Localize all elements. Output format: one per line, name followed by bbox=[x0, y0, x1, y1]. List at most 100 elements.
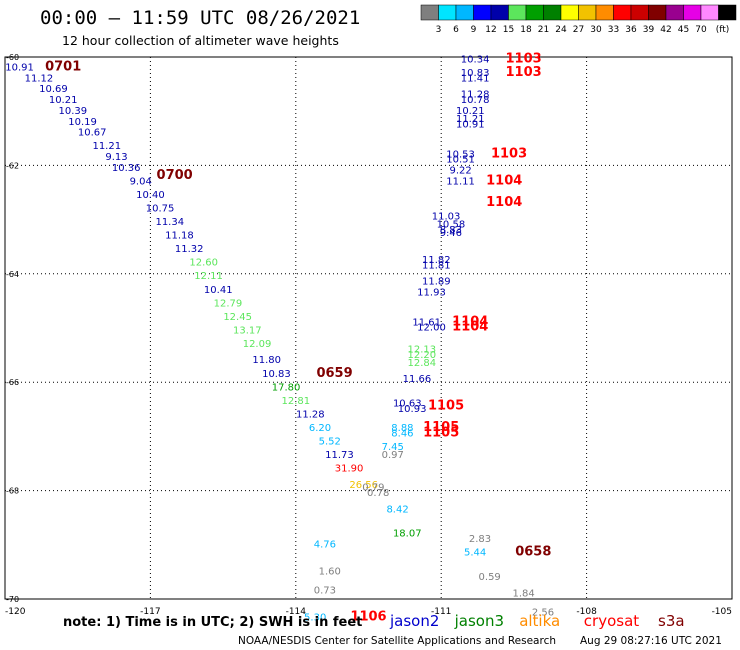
colorbar-label: 3 bbox=[436, 25, 442, 35]
wave-height-value: 5.30 bbox=[304, 613, 326, 624]
x-tick-label: -105 bbox=[712, 607, 732, 617]
wave-height-value: 17.80 bbox=[272, 382, 301, 393]
wave-height-value: 10.58 bbox=[437, 220, 466, 231]
pass-time-labels: 0701070006590658110311031103110411041104… bbox=[45, 51, 551, 624]
wave-height-value: 5.52 bbox=[319, 437, 341, 448]
wave-height-value: 8.46 bbox=[391, 428, 413, 439]
colorbar-swatch bbox=[648, 4, 667, 21]
colorbar-label: 15 bbox=[503, 25, 514, 35]
colorbar-swatch bbox=[700, 4, 719, 21]
wave-height-value: 8.42 bbox=[386, 504, 408, 515]
x-tick-label: -114 bbox=[286, 607, 307, 617]
colorbar-swatch bbox=[525, 4, 544, 21]
colorbar-label: 36 bbox=[625, 25, 637, 35]
wave-height-value: 12.84 bbox=[407, 358, 436, 369]
colorbar-label: 6 bbox=[453, 25, 459, 35]
colorbar-swatch bbox=[613, 4, 632, 21]
pass-time-label: 1104 bbox=[452, 320, 488, 335]
wave-height-value: 10.93 bbox=[398, 404, 427, 415]
wave-height-value: 10.63 bbox=[393, 399, 422, 410]
wave-height-value: 12.79 bbox=[214, 298, 243, 309]
legend-item-altika: altika bbox=[519, 612, 560, 630]
wave-height-value: 11.93 bbox=[417, 287, 446, 298]
wave-height-value: 11.34 bbox=[155, 217, 184, 228]
wave-height-value: 11.03 bbox=[432, 212, 461, 223]
wave-height-value: 11.12 bbox=[25, 73, 54, 84]
plot-gridlines bbox=[5, 57, 732, 599]
wave-height-value: 11.32 bbox=[175, 244, 204, 255]
wave-height-value: 1.84 bbox=[512, 588, 534, 599]
x-tick-label: -117 bbox=[140, 607, 160, 617]
wave-height-value: 11.61 bbox=[412, 317, 441, 328]
colorbar-label: 39 bbox=[643, 25, 655, 35]
footer-credit: NOAA/NESDIS Center for Satellite Applica… bbox=[238, 635, 556, 647]
wave-height-value: 12.81 bbox=[281, 396, 310, 407]
pass-time-label: 0659 bbox=[316, 366, 352, 381]
wave-height-value: 10.91 bbox=[5, 63, 34, 74]
wave-height-value: 2.83 bbox=[469, 534, 491, 545]
wave-height-value: 31.90 bbox=[335, 464, 364, 475]
colorbar-label: 12 bbox=[485, 25, 496, 35]
colorbar-label: 33 bbox=[608, 25, 619, 35]
wave-height-value: 10.21 bbox=[49, 95, 78, 106]
y-tick-label: -70 bbox=[6, 595, 19, 604]
colorbar-label: 27 bbox=[573, 25, 584, 35]
y-tick-label: -66 bbox=[6, 378, 19, 387]
wave-height-value: 10.91 bbox=[456, 119, 485, 130]
wave-height-value: 11.66 bbox=[403, 374, 432, 385]
wave-height-value: 11.28 bbox=[296, 409, 325, 420]
pass-time-label: 1105 bbox=[428, 398, 464, 413]
wave-height-value: 2.56 bbox=[532, 607, 554, 618]
wave-height-value: 12.11 bbox=[194, 271, 223, 282]
plot-frame bbox=[4, 56, 733, 600]
y-tick-label: -68 bbox=[6, 487, 19, 496]
y-tick-label: -60 bbox=[6, 53, 19, 62]
colorbar-swatch bbox=[718, 4, 737, 21]
wave-height-value: 11.73 bbox=[325, 450, 354, 461]
colorbar-label: 45 bbox=[678, 25, 689, 35]
wave-height-value: 8.83 bbox=[440, 225, 462, 236]
wave-height-value: 26.56 bbox=[349, 480, 378, 491]
pass-time-label: 1105 bbox=[423, 425, 459, 440]
colorbar-swatch bbox=[473, 4, 492, 21]
wave-height-value: 9.13 bbox=[105, 152, 127, 163]
footer-note: note: 1) Time is in UTC; 2) SWH is in fe… bbox=[63, 615, 362, 630]
wave-height-value: 12.13 bbox=[407, 344, 436, 355]
wave-height-value: 11.11 bbox=[446, 176, 475, 187]
wave-height-value: 10.83 bbox=[461, 68, 490, 79]
wave-height-value: 5.44 bbox=[464, 548, 486, 559]
pass-time-label: 0700 bbox=[157, 168, 193, 183]
wave-height-value: 12.20 bbox=[407, 350, 436, 361]
pass-time-label: 1105 bbox=[423, 420, 459, 435]
wave-height-value: 9.22 bbox=[449, 166, 471, 177]
wave-height-value: 12.45 bbox=[223, 312, 252, 323]
colorbar-label: 21 bbox=[538, 25, 549, 35]
wave-height-value: 11.89 bbox=[422, 277, 451, 288]
pass-time-label: 1103 bbox=[491, 146, 527, 161]
colorbar-label: 30 bbox=[590, 25, 602, 35]
wave-height-value: 9.04 bbox=[130, 176, 152, 187]
colorbar-label: 18 bbox=[520, 25, 532, 35]
pass-time-label: 1103 bbox=[505, 65, 541, 80]
wave-height-value: 10.34 bbox=[461, 54, 490, 65]
x-tick-label: -111 bbox=[431, 607, 451, 617]
pass-time-label: 1104 bbox=[486, 173, 522, 188]
y-axis-ticks: -60 -62 -64 -66 -68 -70 bbox=[6, 53, 19, 604]
colorbar-label: 9 bbox=[471, 25, 477, 35]
wave-height-value: 12.09 bbox=[243, 339, 272, 350]
wave-height-value: 10.39 bbox=[59, 106, 88, 117]
wave-height-value: 10.19 bbox=[68, 117, 97, 128]
y-tick-label: -64 bbox=[6, 270, 19, 279]
wave-height-value: 10.36 bbox=[112, 163, 141, 174]
wave-height-value: 11.80 bbox=[252, 355, 281, 366]
wave-height-value: 10.75 bbox=[146, 203, 175, 214]
wave-height-value: 10.78 bbox=[461, 95, 490, 106]
wave-height-value: 10.21 bbox=[456, 106, 485, 117]
y-tick-label: -62 bbox=[6, 161, 19, 170]
wave-height-value: 0.73 bbox=[314, 586, 336, 597]
wave-height-value: 11.82 bbox=[422, 255, 451, 266]
pass-time-label: 0701 bbox=[45, 60, 81, 75]
wave-height-value: 10.83 bbox=[262, 369, 291, 380]
wave-height-value: 10.53 bbox=[446, 149, 475, 160]
wave-height-value: 8.88 bbox=[391, 423, 413, 434]
